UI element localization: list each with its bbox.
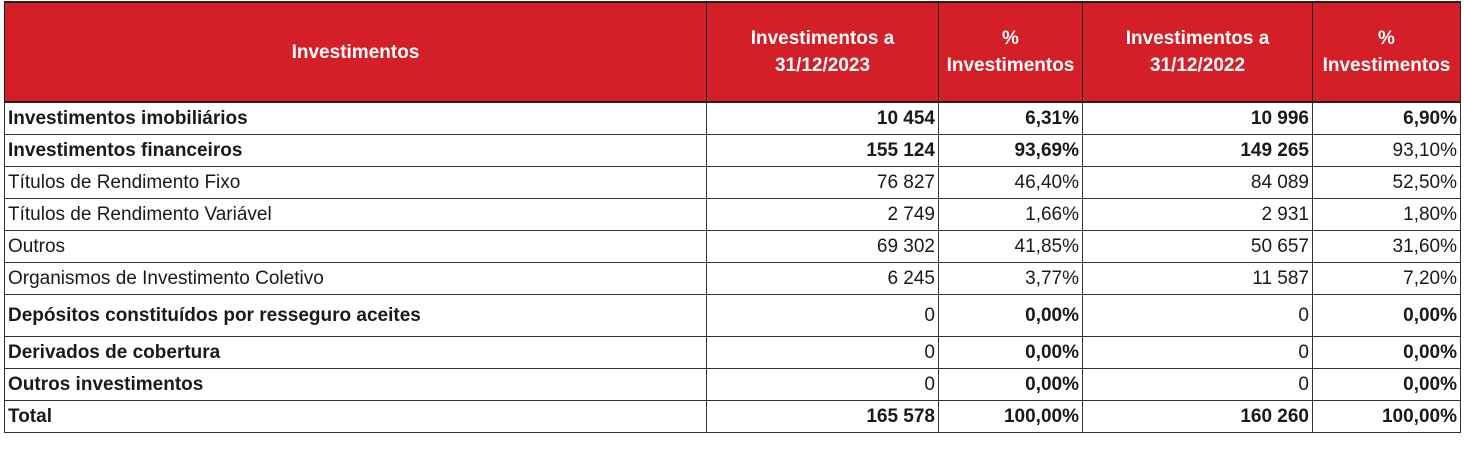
value-2022: 10 996 (1082, 101, 1313, 135)
table-row: Organismos de Investimento Coletivo 6 24… (4, 262, 1461, 295)
pct-2023: 93,69% (938, 134, 1083, 167)
row-label: Títulos de Rendimento Variável (4, 198, 707, 231)
row-label: Derivados de cobertura (4, 336, 707, 369)
header-pct-2023: % Investimentos (938, 1, 1083, 103)
value-2023: 0 (706, 294, 939, 337)
pct-2023: 6,31% (938, 101, 1083, 135)
pct-2022: 52,50% (1312, 166, 1461, 199)
value-2023: 6 245 (706, 262, 939, 295)
row-label: Outros (4, 230, 707, 263)
pct-2022: 1,80% (1312, 198, 1461, 231)
pct-2022: 7,20% (1312, 262, 1461, 295)
table-header-row: Investimentos Investimentos a 31/12/2023 … (4, 1, 1461, 103)
row-label: Investimentos imobiliários (4, 101, 707, 135)
pct-2023: 0,00% (938, 294, 1083, 337)
table-row: Investimentos financeiros 155 124 93,69%… (4, 134, 1461, 167)
pct-2023: 100,00% (938, 400, 1083, 433)
pct-2023: 0,00% (938, 368, 1083, 401)
table-row: Outros 69 302 41,85% 50 657 31,60% (4, 230, 1461, 263)
value-2022: 149 265 (1082, 134, 1313, 167)
pct-2022: 93,10% (1312, 134, 1461, 167)
row-label: Depósitos constituídos por resseguro ace… (4, 294, 707, 337)
pct-2022: 0,00% (1312, 294, 1461, 337)
table-row: Investimentos imobiliários 10 454 6,31% … (4, 101, 1461, 135)
pct-2022: 100,00% (1312, 400, 1461, 433)
header-pct-2022: % Investimentos (1312, 1, 1461, 103)
value-2022: 50 657 (1082, 230, 1313, 263)
row-label: Títulos de Rendimento Fixo (4, 166, 707, 199)
pct-2023: 0,00% (938, 336, 1083, 369)
value-2023: 0 (706, 336, 939, 369)
value-2023: 0 (706, 368, 939, 401)
row-label: Organismos de Investimento Coletivo (4, 262, 707, 295)
row-label: Outros investimentos (4, 368, 707, 401)
value-2022: 0 (1082, 368, 1313, 401)
investments-table: Investimentos Investimentos a 31/12/2023 … (4, 1, 1461, 433)
row-label: Total (4, 400, 707, 433)
pct-2022: 0,00% (1312, 368, 1461, 401)
pct-2023: 41,85% (938, 230, 1083, 263)
value-2022: 11 587 (1082, 262, 1313, 295)
header-investimentos: Investimentos (4, 1, 707, 103)
table-row: Depósitos constituídos por resseguro ace… (4, 294, 1461, 337)
value-2022: 160 260 (1082, 400, 1313, 433)
investments-table-container: Investimentos Investimentos a 31/12/2023 … (4, 1, 1461, 433)
table-row-total: Total 165 578 100,00% 160 260 100,00% (4, 400, 1461, 433)
header-investimentos-2023: Investimentos a 31/12/2023 (706, 1, 939, 103)
pct-2022: 6,90% (1312, 101, 1461, 135)
value-2023: 165 578 (706, 400, 939, 433)
value-2023: 2 749 (706, 198, 939, 231)
row-label: Investimentos financeiros (4, 134, 707, 167)
pct-2022: 31,60% (1312, 230, 1461, 263)
pct-2023: 46,40% (938, 166, 1083, 199)
pct-2023: 3,77% (938, 262, 1083, 295)
value-2023: 155 124 (706, 134, 939, 167)
value-2023: 69 302 (706, 230, 939, 263)
table-row: Títulos de Rendimento Variável 2 749 1,6… (4, 198, 1461, 231)
value-2022: 84 089 (1082, 166, 1313, 199)
header-investimentos-2022: Investimentos a 31/12/2022 (1082, 1, 1313, 103)
value-2022: 0 (1082, 336, 1313, 369)
pct-2022: 0,00% (1312, 336, 1461, 369)
table-row: Derivados de cobertura 0 0,00% 0 0,00% (4, 336, 1461, 369)
table-row: Títulos de Rendimento Fixo 76 827 46,40%… (4, 166, 1461, 199)
value-2023: 76 827 (706, 166, 939, 199)
table-row: Outros investimentos 0 0,00% 0 0,00% (4, 368, 1461, 401)
value-2022: 2 931 (1082, 198, 1313, 231)
pct-2023: 1,66% (938, 198, 1083, 231)
value-2022: 0 (1082, 294, 1313, 337)
value-2023: 10 454 (706, 101, 939, 135)
